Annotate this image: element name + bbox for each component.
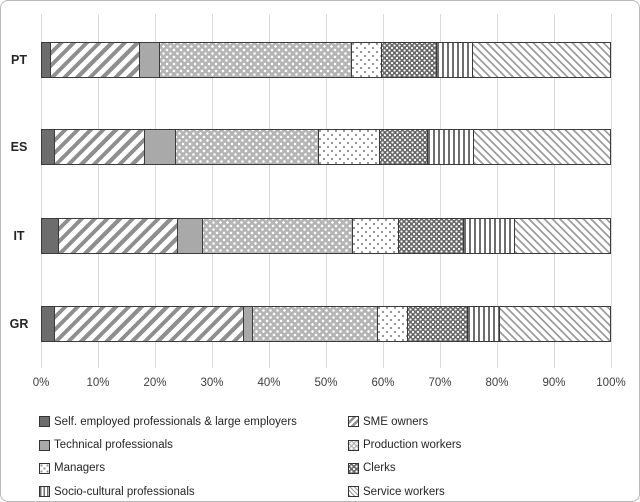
bar-segment xyxy=(41,306,56,342)
gridline xyxy=(155,14,156,368)
x-tick-label: 50% xyxy=(314,377,338,389)
legend: Self. employed professionals & large emp… xyxy=(39,410,619,501)
legend-label: SME owners xyxy=(363,415,429,428)
bar-segment xyxy=(41,129,55,165)
legend-item: Service workers xyxy=(348,480,619,501)
bar-segment xyxy=(407,306,469,342)
bar-es xyxy=(41,129,612,165)
bar-segment xyxy=(138,42,161,78)
legend-swatch-icon xyxy=(39,416,50,428)
legend-swatch-icon xyxy=(39,462,50,474)
legend-item: Managers xyxy=(39,457,348,480)
bar-segment xyxy=(471,42,611,78)
x-tick-label: 90% xyxy=(542,377,566,389)
bar-segment xyxy=(177,218,203,254)
bar-segment xyxy=(513,218,611,254)
bar-segment xyxy=(351,218,400,254)
legend-swatch-icon xyxy=(348,416,359,428)
x-tick-label: 30% xyxy=(200,377,224,389)
bar-segment xyxy=(426,129,475,165)
legend-label: Clerks xyxy=(363,462,396,475)
gridline xyxy=(269,14,270,368)
bar-segment xyxy=(159,42,353,78)
gridline xyxy=(497,14,498,368)
bar-segment xyxy=(54,306,244,342)
legend-label: Self. employed professionals & large emp… xyxy=(54,415,297,428)
legend-label: Production workers xyxy=(363,439,462,452)
bar-segment xyxy=(318,129,381,165)
category-label-it: IT xyxy=(13,229,25,243)
legend-label: Technical professionals xyxy=(54,439,173,452)
legend-swatch-icon xyxy=(348,462,359,474)
legend-item: Production workers xyxy=(348,433,619,456)
x-tick-label: 0% xyxy=(32,377,50,389)
legend-item: Clerks xyxy=(348,457,619,480)
bar-segment xyxy=(41,218,60,254)
legend-swatch-icon xyxy=(348,439,359,451)
category-label-pt: PT xyxy=(11,53,27,67)
bar-segment xyxy=(467,306,501,342)
gridline xyxy=(326,14,327,368)
legend-swatch-icon xyxy=(39,486,50,498)
bar-it xyxy=(41,218,611,254)
bar-segment xyxy=(201,218,353,254)
bar-segment xyxy=(381,42,438,78)
x-tick-label: 60% xyxy=(371,377,395,389)
bar-segment xyxy=(499,306,612,342)
legend-label: Service workers xyxy=(363,485,445,498)
gridline xyxy=(440,14,441,368)
bar-pt xyxy=(41,42,611,78)
legend-item: Socio-cultural professionals xyxy=(39,480,348,501)
legend-swatch-icon xyxy=(348,486,359,498)
bar-segment xyxy=(53,129,145,165)
x-tick-label: 80% xyxy=(485,377,509,389)
bar-gr xyxy=(41,306,612,342)
bar-segment xyxy=(463,218,515,254)
bar-segment xyxy=(351,42,383,78)
legend-label: Managers xyxy=(54,462,106,475)
x-tick-label: 20% xyxy=(143,377,167,389)
gridline xyxy=(554,14,555,368)
bar-segment xyxy=(376,306,409,342)
bar-segment xyxy=(251,306,378,342)
category-label-es: ES xyxy=(10,140,28,154)
gridline xyxy=(212,14,213,368)
gridline xyxy=(41,14,42,368)
bar-segment xyxy=(143,129,176,165)
bar-segment xyxy=(379,129,428,165)
bar-segment xyxy=(436,42,473,78)
x-tick-label: 40% xyxy=(257,377,281,389)
x-tick-label: 70% xyxy=(428,377,452,389)
legend-item: Self. employed professionals & large emp… xyxy=(39,410,348,433)
legend-swatch-icon xyxy=(39,439,50,451)
legend-label: Socio-cultural professionals xyxy=(54,485,195,498)
bar-segment xyxy=(49,42,140,78)
bar-segment xyxy=(58,218,179,254)
bar-segment xyxy=(473,129,612,165)
gridline xyxy=(98,14,99,368)
gridline xyxy=(611,14,612,368)
gridline xyxy=(383,14,384,368)
legend-item: Technical professionals xyxy=(39,433,348,456)
category-label-gr: GR xyxy=(9,317,29,331)
bar-segment xyxy=(398,218,465,254)
bar-segment xyxy=(174,129,320,165)
x-tick-label: 10% xyxy=(86,377,110,389)
x-tick-label: 100% xyxy=(596,377,626,389)
legend-item: SME owners xyxy=(348,410,619,433)
